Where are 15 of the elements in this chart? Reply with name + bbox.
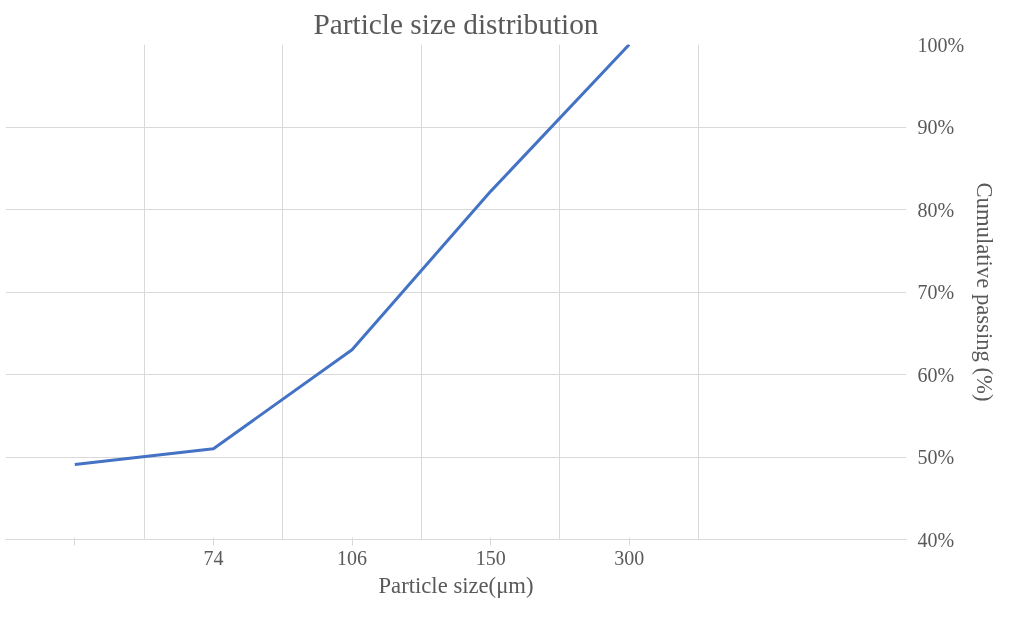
y-tick-label: 80%: [917, 198, 955, 221]
chart-title: Particle size distribution: [313, 7, 599, 40]
y-tick-label: 40%: [917, 528, 955, 551]
line-series: [73, 44, 631, 466]
y-tick-label: 90%: [917, 116, 955, 138]
y-tick-label: 100%: [917, 33, 965, 56]
y-tick-label: 70%: [917, 281, 955, 303]
x-axis-title: Particle size(μm): [378, 572, 534, 598]
x-tick-label: 150: [475, 546, 506, 569]
x-tick-label: 300: [614, 546, 645, 569]
x-tick-label: 106: [337, 546, 368, 569]
y-axis-title: Cumulative passing (%): [972, 182, 998, 402]
y-tick-label: 60%: [917, 363, 955, 386]
x-tick-label: 74: [203, 546, 224, 569]
y-tick-label: 50%: [917, 446, 955, 468]
